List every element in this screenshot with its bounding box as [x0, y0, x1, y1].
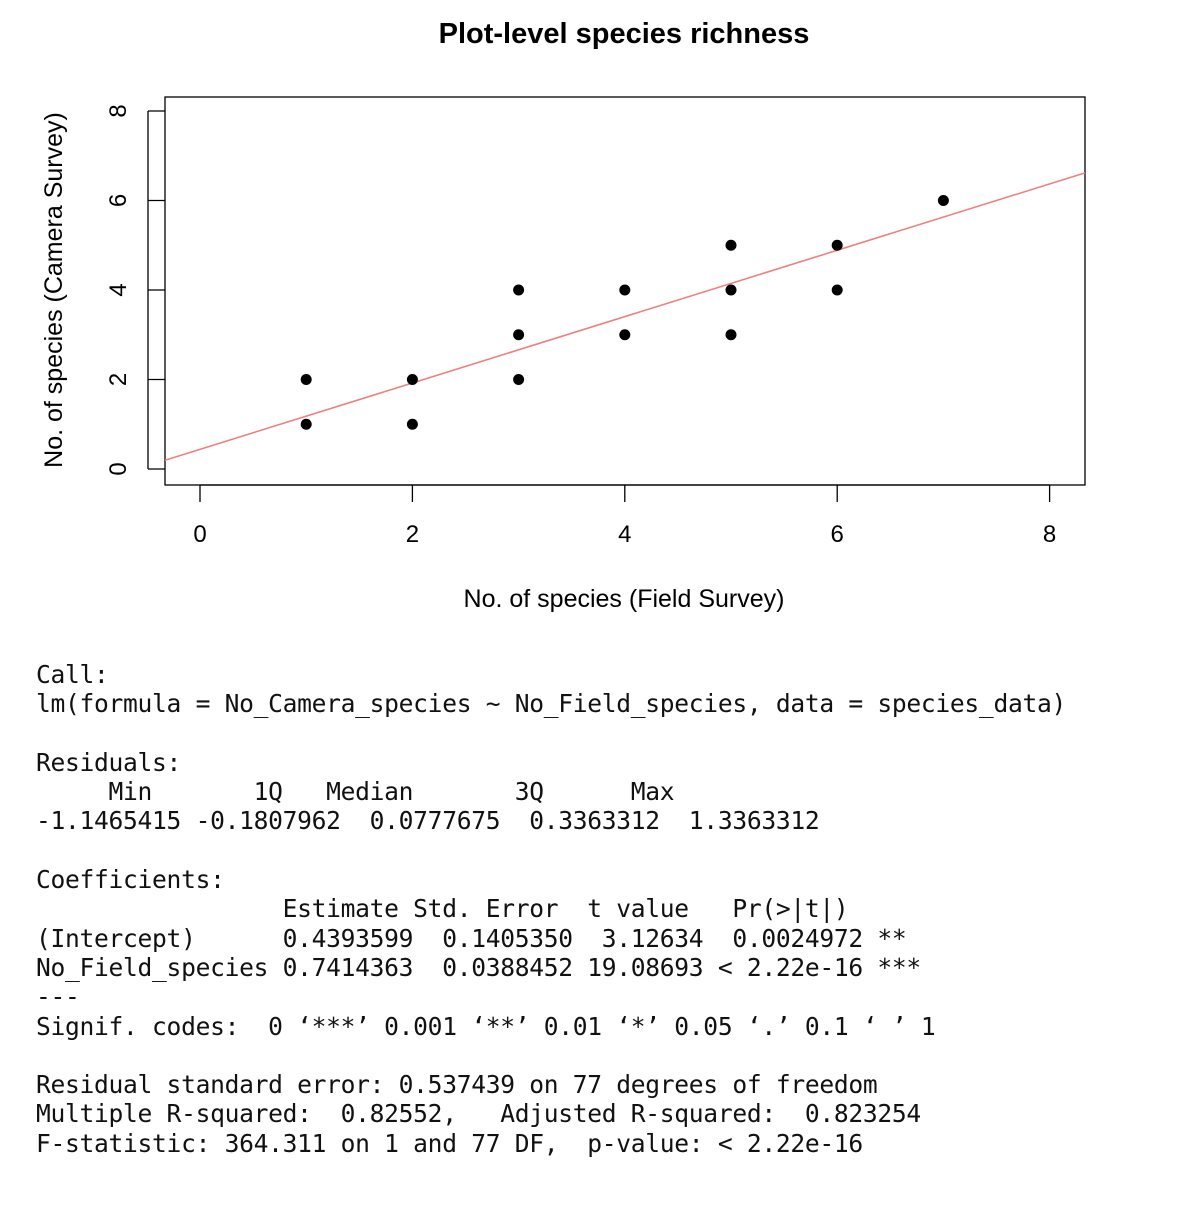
data-point — [619, 284, 631, 296]
y-axis-label: No. of species (Camera Survey) — [40, 112, 68, 468]
x-axis: 0 2 4 6 8 — [193, 484, 1056, 548]
y-tick-label: 0 — [105, 462, 132, 475]
console-line: Residual standard error: 0.537439 on 77 … — [36, 1070, 878, 1100]
y-axis: 0 2 4 6 8 — [105, 104, 165, 476]
console-line: (Intercept) 0.4393599 0.1405350 3.12634 … — [36, 923, 921, 953]
data-point — [725, 329, 737, 341]
console-line: Coefficients: — [36, 865, 225, 895]
data-point — [513, 374, 525, 385]
data-point — [725, 284, 737, 296]
x-tick-label: 0 — [193, 521, 206, 548]
console-line: lm(formula = No_Camera_species ~ No_Fiel… — [36, 689, 1066, 719]
data-point — [300, 374, 312, 385]
console-line: No_Field_species 0.7414363 0.0388452 19.… — [36, 952, 921, 982]
console-line: Call: — [36, 660, 109, 689]
y-tick-label: 2 — [105, 373, 132, 386]
data-point — [513, 329, 525, 341]
data-point — [937, 195, 949, 206]
data-point — [831, 284, 843, 296]
console-line: -1.1465415 -0.1807962 0.0777675 0.336331… — [36, 806, 834, 836]
console-line: Estimate Std. Error t value Pr(>|t|) — [36, 894, 907, 924]
x-axis-label: No. of species (Field Survey) — [464, 585, 785, 613]
console-line: Signif. codes: 0 ‘***’ 0.001 ‘**’ 0.01 ‘… — [36, 1011, 936, 1041]
console-line — [36, 719, 1066, 748]
console-line: F-statistic: 364.311 on 1 and 77 DF, p-v… — [36, 1128, 863, 1158]
data-point — [300, 418, 312, 430]
console-line: Residuals: — [36, 747, 182, 777]
r-console-output: Call: lm(formula = No_Camera_species ~ No… — [36, 660, 1066, 1158]
console-line: Min 1Q Median 3Q Max — [36, 777, 689, 807]
regression-line — [164, 172, 1086, 462]
data-point — [725, 239, 737, 251]
data-point — [406, 374, 418, 385]
console-line — [36, 836, 1066, 865]
console-line — [36, 1041, 1066, 1070]
data-point — [831, 239, 843, 251]
console-line: --- — [36, 982, 80, 1012]
y-tick-label: 6 — [105, 194, 132, 207]
data-point — [513, 284, 525, 296]
x-tick-label: 4 — [618, 521, 631, 548]
y-tick-label: 4 — [105, 283, 132, 296]
x-tick-label: 6 — [831, 521, 844, 548]
x-tick-label: 8 — [1043, 521, 1056, 548]
x-tick-label: 2 — [406, 521, 419, 548]
data-point — [619, 329, 631, 341]
data-points — [300, 195, 949, 430]
data-point — [406, 418, 418, 430]
console-line: Multiple R-squared: 0.82552, Adjusted R-… — [36, 1099, 936, 1129]
y-tick-label: 8 — [105, 104, 132, 117]
chart-title: Plot-level species richness — [439, 18, 810, 50]
